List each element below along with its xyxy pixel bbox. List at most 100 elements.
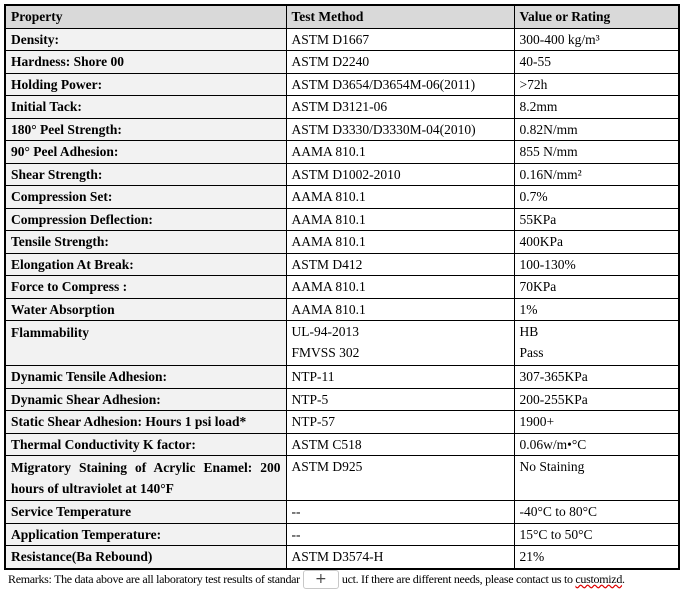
- test-method-cell-text: ASTM D3574-H: [291, 549, 384, 565]
- property-cell: Migratory Staining of Acrylic Enamel: 20…: [4, 455, 287, 501]
- test-method-cell-text: --: [291, 504, 301, 520]
- property-cell: 90° Peel Adhesion:: [4, 140, 287, 164]
- property-cell: Initial Tack:: [4, 95, 287, 119]
- value-cell: 100-130%: [513, 252, 680, 276]
- property-cell: Shear Strength:: [4, 162, 287, 186]
- property-cell: Force to Compress :: [4, 275, 287, 299]
- value-cell-text: HB: [519, 324, 539, 339]
- property-cell: Compression Deflection:: [4, 207, 287, 231]
- test-method-cell-text: ASTM D412: [291, 256, 363, 272]
- value-cell: 1%: [513, 297, 680, 321]
- value-cell: 400KPa: [513, 230, 680, 254]
- property-cell: Hardness: Shore 00: [4, 50, 287, 74]
- property-cell: Dynamic Tensile Adhesion:: [4, 365, 287, 389]
- header-property: Property: [4, 4, 287, 29]
- test-method-cell-text: NTP-57: [291, 414, 336, 430]
- value-cell-text: >72h: [519, 76, 548, 92]
- test-method-cell-text: ASTM D3654/D3654M-06(2011): [291, 76, 476, 92]
- value-cell-text: -40°C to 80°C: [519, 504, 598, 520]
- table-row: Flammability UL-94-2013 FMVSS 302 HB Pass: [4, 320, 680, 366]
- properties-table: Property Test Method Value or Rating Den…: [4, 4, 680, 570]
- test-method-cell-text: UL-94-2013: [291, 324, 360, 339]
- test-method-cell-text: AAMA 810.1: [291, 211, 366, 227]
- value-cell: 0.7%: [513, 185, 680, 209]
- table-row: Service Temperature -- -40°C to 80°C: [4, 500, 680, 524]
- test-method-cell: --: [285, 522, 515, 546]
- property-cell: Flammability: [4, 320, 287, 366]
- test-method-cell: ASTM C518: [285, 432, 515, 456]
- value-cell-text: 8.2mm: [519, 99, 558, 115]
- property-cell: Thermal Conductivity K factor:: [4, 432, 287, 456]
- test-method-cell-text: NTP-11: [291, 369, 335, 385]
- table-row: Dynamic Tensile Adhesion: NTP-11 307-365KP…: [4, 365, 680, 389]
- test-method-cell-text: FMVSS 302: [291, 345, 360, 360]
- test-method-cell: --: [285, 500, 515, 524]
- value-cell-text: 100-130%: [519, 256, 576, 272]
- test-method-cell: AAMA 810.1: [285, 207, 515, 231]
- property-cell-text: Shear Strength:: [11, 166, 103, 182]
- table-row: Application Temperature: -- 15°C to 50°C: [4, 522, 680, 546]
- property-cell-text: Water Absorption: [11, 301, 115, 317]
- value-cell: 300-400 kg/m³: [513, 27, 680, 51]
- test-method-cell: ASTM D925: [285, 455, 515, 501]
- test-method-cell-text: NTP-5: [291, 391, 329, 407]
- property-cell-text: Flammability: [11, 325, 89, 340]
- test-method-cell: AAMA 810.1: [285, 297, 515, 321]
- value-cell-text: 0.82N/mm: [519, 121, 578, 137]
- property-cell: Water Absorption: [4, 297, 287, 321]
- property-cell-text: Migratory Staining of Acrylic Enamel: 20…: [11, 460, 281, 496]
- value-cell-text: 21%: [519, 549, 545, 565]
- value-cell: 0.06w/m•°C: [513, 432, 680, 456]
- table-header-row: Property Test Method Value or Rating: [4, 4, 680, 29]
- test-method-cell: AAMA 810.1: [285, 230, 515, 254]
- test-method-cell: AAMA 810.1: [285, 185, 515, 209]
- value-cell: 200-255KPa: [513, 387, 680, 411]
- table-row: Dynamic Shear Adhesion: NTP-5 200-255KPa: [4, 387, 680, 411]
- test-method-cell: NTP-5: [285, 387, 515, 411]
- test-method-cell-text: ASTM C518: [291, 436, 362, 452]
- header-value: Value or Rating: [513, 4, 680, 29]
- property-cell-text: Thermal Conductivity K factor:: [11, 436, 196, 452]
- property-cell: Compression Set:: [4, 185, 287, 209]
- property-cell: Density:: [4, 27, 287, 51]
- value-cell: >72h: [513, 72, 680, 96]
- value-cell: 307-365KPa: [513, 365, 680, 389]
- property-cell: Tensile Strength:: [4, 230, 287, 254]
- property-cell-text: Compression Set:: [11, 189, 113, 205]
- property-cell-text: Tensile Strength:: [11, 234, 109, 250]
- table-row: Initial Tack: ASTM D3121-06 8.2mm: [4, 95, 680, 119]
- table-row: Holding Power: ASTM D3654/D3654M-06(2011)…: [4, 72, 680, 96]
- property-cell: Elongation At Break:: [4, 252, 287, 276]
- value-cell-text: 855 N/mm: [519, 144, 578, 160]
- value-cell: 40-55: [513, 50, 680, 74]
- value-cell: HB Pass: [513, 320, 680, 366]
- test-method-cell: ASTM D2240: [285, 50, 515, 74]
- test-method-cell-text: AAMA 810.1: [291, 279, 366, 295]
- property-cell: Static Shear Adhesion: Hours 1 psi load*: [4, 410, 287, 434]
- table-row: Density: ASTM D1667 300-400 kg/m³: [4, 27, 680, 51]
- misspelled-word[interactable]: customizd: [575, 572, 623, 586]
- value-cell-text: Pass: [519, 345, 544, 360]
- table-row: Water Absorption AAMA 810.1 1%: [4, 297, 680, 321]
- table-row: Resistance(Ba Rebound) ASTM D3574-H 21%: [4, 545, 680, 569]
- value-cell-text: 0.7%: [519, 189, 548, 205]
- table-row: Compression Deflection: AAMA 810.1 55KPa: [4, 207, 680, 231]
- property-cell-text: Holding Power:: [11, 76, 103, 92]
- value-cell-text: 300-400 kg/m³: [519, 31, 600, 47]
- remarks-part: uct. If there are different needs, pleas…: [341, 572, 576, 586]
- test-method-cell-text: ASTM D2240: [291, 54, 370, 70]
- test-method-cell-text: AAMA 810.1: [291, 144, 366, 160]
- value-cell: No Staining: [513, 455, 680, 501]
- table-row: Shear Strength: ASTM D1002-2010 0.16N/mm²: [4, 162, 680, 186]
- test-method-cell-text: AAMA 810.1: [291, 301, 366, 317]
- value-cell-text: 307-365KPa: [519, 369, 588, 385]
- property-cell-text: Dynamic Shear Adhesion:: [11, 391, 161, 407]
- test-method-cell: AAMA 810.1: [285, 140, 515, 164]
- property-cell-text: Static Shear Adhesion: Hours 1 psi load*: [11, 414, 247, 430]
- plus-icon: +: [315, 571, 327, 587]
- add-button[interactable]: +: [302, 570, 339, 589]
- property-cell-text: Compression Deflection:: [11, 211, 153, 227]
- value-cell-text: 0.16N/mm²: [519, 166, 582, 182]
- property-cell: Service Temperature: [4, 500, 287, 524]
- test-method-cell-text: AAMA 810.1: [291, 234, 366, 250]
